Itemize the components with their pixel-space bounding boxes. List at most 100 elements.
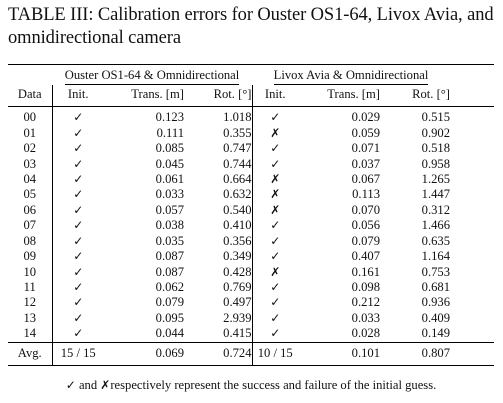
cell-livox-init: ✗: [251, 202, 298, 219]
cell-livox-trans: 0.037: [351, 156, 380, 171]
cell-ouster-rot: 0.410: [223, 218, 252, 233]
table-row: 10 ✓ 0.087 0.428 ✗ 0.161 0.753: [8, 264, 494, 280]
footnote-text-a: and: [75, 378, 101, 392]
avg-ouster-rot: 0.724: [223, 346, 252, 361]
cell-ouster-trans: 0.044: [155, 326, 184, 341]
cell-ouster-trans: 0.045: [155, 156, 184, 171]
cell-livox-rot: 0.518: [421, 141, 450, 156]
table-row: 11 ✓ 0.062 0.769 ✓ 0.098 0.681: [8, 279, 494, 296]
cell-ouster-rot: 0.747: [223, 141, 252, 156]
cell-ouster-trans: 0.035: [155, 233, 184, 248]
cell-livox-trans: 0.212: [351, 295, 380, 310]
col-header-ouster-init: Init.: [51, 85, 104, 107]
cell-ouster-init: ✓: [51, 233, 104, 249]
cell-ouster-init: ✓: [51, 326, 104, 343]
cell-livox-rot: 0.902: [421, 125, 450, 140]
cell-ouster-trans: 0.079: [155, 295, 184, 310]
cell-ouster-rot: 0.664: [223, 171, 252, 186]
cell-livox-init: ✓: [251, 279, 298, 296]
table-row: 13 ✓ 0.095 2.939 ✓ 0.033 0.409: [8, 310, 494, 327]
avg-label: Avg.: [17, 346, 42, 361]
cell-livox-init: ✓: [251, 218, 298, 234]
cell-ouster-rot: 0.497: [223, 295, 252, 310]
cell-livox-init: ✓: [251, 156, 298, 172]
col-header-livox-init: Init.: [251, 85, 298, 107]
table-row: 07 ✓ 0.038 0.410 ✓ 0.056 1.466: [8, 218, 494, 234]
table-body: 00 ✓ 0.123 1.018 ✓ 0.029 0.515 01 ✓ 0.111 0.355 ✗ 0.…: [8, 106, 494, 343]
cell-ouster-init: ✓: [51, 156, 104, 172]
cell-ouster-trans: 0.123: [155, 110, 184, 125]
cell-livox-init: ✗: [251, 125, 298, 141]
average-row: Avg. 15 / 15 0.069 0.724 10 / 15 0.101 0…: [8, 342, 494, 366]
cell-ouster-rot: 0.769: [223, 280, 252, 295]
cell-livox-init: ✓: [251, 140, 298, 157]
cell-livox-rot: 1.265: [421, 171, 450, 186]
cell-data: 07: [23, 218, 37, 233]
cell-ouster-trans: 0.111: [156, 125, 184, 140]
cell-ouster-rot: 0.355: [223, 125, 252, 140]
cell-livox-rot: 1.466: [421, 218, 450, 233]
cell-data: 01: [23, 125, 37, 140]
cell-livox-init: ✓: [251, 233, 298, 249]
table-row: 01 ✓ 0.111 0.355 ✗ 0.059 0.902: [8, 125, 494, 141]
table-row: 00 ✓ 0.123 1.018 ✓ 0.029 0.515: [8, 106, 494, 126]
cell-data: 12: [23, 295, 37, 310]
cell-livox-trans: 0.056: [351, 218, 380, 233]
cell-ouster-rot: 0.349: [223, 249, 252, 264]
cell-ouster-trans: 0.033: [155, 187, 184, 202]
cell-ouster-init: ✓: [51, 310, 104, 327]
group-header-ouster: Ouster OS1-64 & Omnidirectional: [64, 68, 240, 85]
cell-livox-trans: 0.079: [351, 233, 380, 248]
cell-data: 11: [23, 280, 36, 295]
cell-data: 00: [23, 110, 37, 125]
cell-ouster-rot: 1.018: [223, 110, 252, 125]
cell-livox-trans: 0.029: [351, 110, 380, 125]
cell-ouster-trans: 0.095: [155, 310, 184, 325]
cell-livox-trans: 0.070: [351, 202, 380, 217]
table-footnote: ✓ and ✗respectively represent the succes…: [8, 378, 494, 393]
cell-ouster-trans: 0.087: [155, 249, 184, 264]
cell-livox-rot: 0.936: [421, 295, 450, 310]
cell-ouster-trans: 0.038: [155, 218, 184, 233]
cell-livox-trans: 0.113: [352, 187, 380, 202]
cell-ouster-trans: 0.061: [155, 171, 184, 186]
cell-ouster-trans: 0.087: [155, 264, 184, 279]
table-row: 02 ✓ 0.085 0.747 ✓ 0.071 0.518: [8, 140, 494, 157]
cell-livox-init: ✓: [251, 106, 298, 126]
cell-livox-init: ✓: [251, 326, 298, 343]
cell-data: 03: [23, 156, 37, 171]
table-row: 09 ✓ 0.087 0.349 ✓ 0.407 1.164: [8, 248, 494, 265]
cell-ouster-init: ✓: [51, 202, 104, 219]
col-header-livox-trans: Trans. [m]: [327, 86, 380, 101]
cell-ouster-rot: 2.939: [223, 310, 252, 325]
group-header-livox: Livox Avia & Omnidirectional: [273, 68, 429, 85]
check-mark-icon: ✓: [65, 378, 76, 392]
avg-livox-init: 10 / 15: [251, 342, 298, 366]
cell-data: 09: [23, 249, 37, 264]
cell-livox-rot: 0.312: [421, 202, 450, 217]
cell-data: 08: [23, 233, 37, 248]
avg-ouster-trans: 0.069: [155, 346, 184, 361]
cell-ouster-rot: 0.744: [223, 156, 252, 171]
cell-ouster-init: ✓: [51, 295, 104, 311]
cell-ouster-init: ✓: [51, 171, 104, 188]
cell-livox-rot: 1.164: [421, 249, 450, 264]
cell-livox-init: ✗: [251, 264, 298, 280]
table-row: 03 ✓ 0.045 0.744 ✓ 0.037 0.958: [8, 156, 494, 172]
cell-livox-init: ✓: [251, 248, 298, 265]
cell-ouster-rot: 0.428: [223, 264, 252, 279]
cell-livox-rot: 0.635: [421, 233, 450, 248]
cell-ouster-init: ✓: [51, 187, 104, 203]
cell-livox-rot: 0.149: [421, 326, 450, 341]
cell-ouster-rot: 0.356: [223, 233, 252, 248]
col-header-ouster-trans: Trans. [m]: [131, 86, 184, 101]
cell-livox-rot: 0.515: [421, 110, 450, 125]
cell-livox-rot: 0.409: [421, 310, 450, 325]
cell-data: 05: [23, 187, 37, 202]
table-caption: TABLE III: Calibration errors for Ouster…: [8, 5, 494, 48]
col-header-data: Data: [17, 86, 42, 101]
cell-livox-trans: 0.028: [351, 326, 380, 341]
table-row: 04 ✓ 0.061 0.664 ✗ 0.067 1.265: [8, 171, 494, 188]
cell-ouster-init: ✓: [51, 279, 104, 296]
